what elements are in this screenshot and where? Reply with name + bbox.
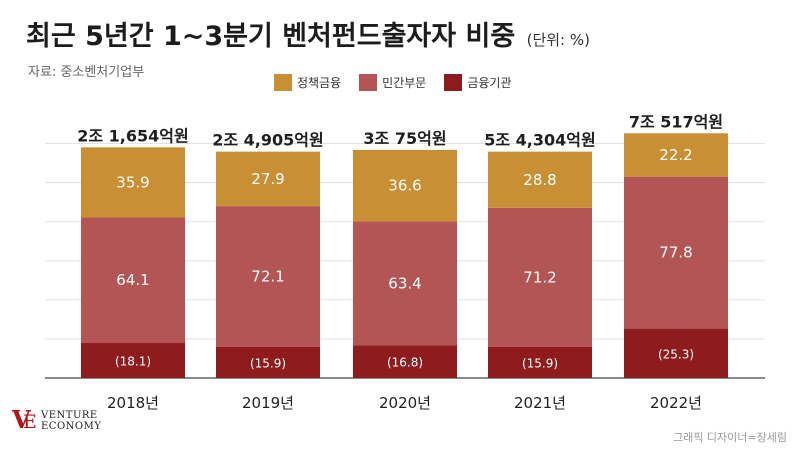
data-label: 63.4 <box>388 274 421 292</box>
designer-credit: 그래픽 디자이너=장세림 <box>673 431 787 444</box>
unit-label: (단위: %) <box>526 31 590 49</box>
legend-item-private: 민간부문 <box>359 74 426 91</box>
data-label: 71.2 <box>523 268 556 286</box>
bar-segment <box>624 133 728 177</box>
category-label: 2022년 <box>650 394 702 412</box>
logo-line2: ECONOMY <box>41 421 102 432</box>
legend-swatch-policy <box>274 74 292 91</box>
total-label: 3조 75억원 <box>363 129 446 148</box>
data-label: (15.9) <box>250 356 286 370</box>
source-label: 자료: 중소벤처기업부 <box>28 65 145 80</box>
data-label: 27.9 <box>251 170 284 188</box>
data-label: 72.1 <box>251 268 284 286</box>
data-label: 64.1 <box>116 271 149 289</box>
chart-title: 최근 5년간 1~3분기 벤처펀드출자자 비중 (단위: %) <box>26 14 590 53</box>
bar-segment <box>353 149 457 222</box>
bar-group: (16.8) 63.4 36.6 3조 75억원 2020년 <box>353 129 457 412</box>
category-label: 2021년 <box>514 394 566 412</box>
legend-swatch-private <box>359 74 378 91</box>
bar-segment <box>488 151 592 208</box>
data-label: 36.6 <box>388 177 421 195</box>
bar-segment <box>81 147 185 218</box>
data-label: (25.3) <box>658 347 694 361</box>
data-label: 77.8 <box>659 244 692 262</box>
data-label: 22.2 <box>659 146 692 164</box>
data-label: (15.9) <box>522 356 558 370</box>
data-label: 28.8 <box>523 171 556 189</box>
bar-segment <box>488 207 592 347</box>
total-label: 5조 4,304억원 <box>484 131 595 150</box>
bar-group: (25.3) 77.8 22.2 7조 517억원 2022년 <box>624 112 728 412</box>
data-label: (16.8) <box>387 356 423 370</box>
logo-line1: VENTURE <box>41 410 98 421</box>
legend-label-financial: 금융기관 <box>467 76 512 90</box>
logo-text: VENTURE ECONOMY <box>41 410 101 432</box>
data-label: 35.9 <box>116 173 149 191</box>
bar-group: (18.1) 64.1 35.9 2조 1,654억원 2018년 <box>77 126 188 412</box>
bar-segment <box>216 206 320 347</box>
category-label: 2018년 <box>107 394 159 412</box>
legend-label-policy: 정책금융 <box>297 76 342 90</box>
legend-item-policy: 정책금융 <box>274 74 341 91</box>
total-label: 7조 517억원 <box>629 112 723 131</box>
category-label: 2020년 <box>379 394 431 412</box>
legend-swatch-financial <box>444 74 463 91</box>
bar-segment <box>353 345 457 378</box>
bar-segment <box>81 342 185 378</box>
data-label: (18.1) <box>115 354 151 368</box>
chart-title-text: 최근 5년간 1~3분기 벤처펀드출자자 비중 <box>26 21 516 52</box>
category-label: 2019년 <box>242 394 294 412</box>
legend-item-financial: 금융기관 <box>444 74 512 91</box>
bar-segment <box>216 151 320 207</box>
bar-segment <box>624 328 728 378</box>
bar-group: (15.9) 72.1 27.9 2조 4,905억원 2019년 <box>212 131 323 412</box>
bar-segment <box>81 217 185 343</box>
bar-segment <box>488 346 592 378</box>
legend: 정책금융 민간부문 금융기관 <box>274 74 512 91</box>
bar-segment <box>624 176 728 329</box>
bar-group: (15.9) 71.2 28.8 5조 4,304억원 2021년 <box>484 131 595 412</box>
bar-segment <box>353 221 457 346</box>
bar-segment <box>216 346 320 378</box>
total-label: 2조 4,905억원 <box>212 131 323 150</box>
total-label: 2조 1,654억원 <box>77 126 188 145</box>
legend-label-private: 민간부문 <box>382 76 427 90</box>
